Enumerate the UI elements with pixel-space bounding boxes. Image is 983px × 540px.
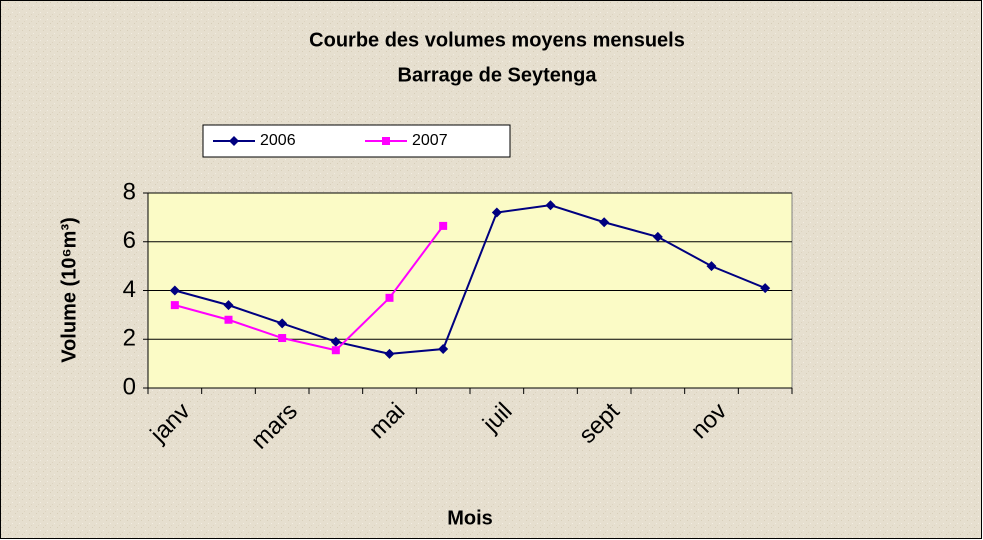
series-line	[174, 204, 766, 355]
y-tick-label: 0	[123, 373, 136, 400]
y-tick-label: 2	[123, 325, 136, 352]
marker	[223, 300, 234, 311]
marker	[330, 336, 341, 347]
marker	[438, 344, 449, 354]
marker	[224, 315, 233, 324]
x-axis-title: Mois	[447, 507, 493, 529]
marker	[384, 348, 395, 359]
marker	[599, 217, 610, 228]
marker	[439, 221, 448, 230]
marker	[331, 346, 340, 355]
marker	[385, 293, 394, 302]
y-tick-label: 6	[123, 227, 136, 254]
y-tick-label: 4	[123, 276, 136, 303]
marker	[278, 334, 287, 343]
marker	[706, 261, 717, 272]
marker	[545, 200, 556, 211]
marker	[652, 231, 663, 242]
series-line	[174, 225, 444, 352]
marker	[491, 207, 502, 218]
legend-label: 2007	[412, 132, 448, 149]
marker	[170, 301, 179, 310]
legend-label: 2006	[260, 132, 296, 149]
y-axis-title: Volume (10⁶m³)	[58, 217, 80, 363]
y-tick-label: 8	[123, 178, 136, 205]
legend-marker	[382, 137, 390, 145]
marker	[760, 283, 771, 294]
marker	[169, 285, 180, 296]
legend-marker	[229, 136, 239, 146]
marker	[277, 318, 288, 329]
chart-subtitle: Barrage de Seytenga	[398, 64, 598, 86]
chart-title: Courbe des volumes moyens mensuels	[309, 29, 685, 51]
